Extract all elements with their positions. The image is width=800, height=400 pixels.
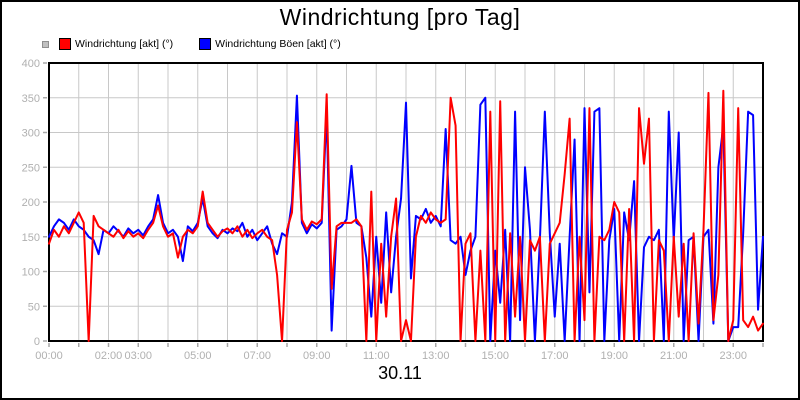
x-tick-label: 23:00 (719, 350, 747, 362)
plot-border (48, 62, 764, 342)
x-tick-label: 00:00 (35, 350, 63, 362)
x-tick-label: 11:00 (363, 350, 390, 362)
legend-handle-icon (42, 40, 49, 48)
y-tick-label: 300 (22, 128, 40, 140)
axis-ticks (43, 62, 764, 347)
legend-label-windrichtung-boen: Windrichtung Böen [akt] (°) (215, 38, 341, 50)
x-tick-label: 19:00 (600, 350, 628, 362)
x-tick-label: 17:00 (541, 350, 569, 362)
series-line-windrichtung-akt (48, 89, 764, 342)
chart-title: Windrichtung [pro Tag] (279, 4, 521, 30)
legend-swatch-red-icon (59, 38, 71, 50)
legend-label-windrichtung-akt: Windrichtung [akt] (°) (75, 38, 174, 50)
x-tick-label: 15:00 (481, 350, 509, 362)
y-tick-label: 350 (22, 93, 40, 105)
legend: Windrichtung [akt] (°) Windrichtung Böen… (42, 38, 367, 50)
y-tick-label: 250 (22, 162, 40, 174)
y-tick-label: 100 (22, 267, 40, 279)
legend-item-windrichtung-akt: Windrichtung [akt] (°) (59, 38, 173, 50)
series-line-windrichtung-boen (48, 94, 764, 342)
x-axis-date-label: 30.11 (378, 363, 422, 383)
x-tick-label: 02:00 (95, 350, 123, 362)
axis-tick-labels: 0 50 100 150 200 250 300 350 400 00:00 02:00 03:00 0… (22, 58, 747, 362)
x-tick-label: 07:00 (243, 350, 271, 362)
legend-swatch-blue-icon (199, 38, 212, 50)
y-tick-label: 150 (22, 232, 40, 244)
y-tick-label: 0 (34, 336, 40, 348)
y-tick-label: 50 (28, 301, 40, 313)
legend-item-windrichtung-boen: Windrichtung Böen [akt] (°) (199, 38, 341, 50)
x-tick-label: 21:00 (660, 350, 688, 362)
y-tick-label: 400 (22, 58, 40, 70)
x-tick-label: 09:00 (303, 350, 331, 362)
x-tick-label: 03:00 (124, 350, 152, 362)
x-tick-label: 05:00 (184, 350, 212, 362)
y-tick-label: 200 (22, 197, 40, 209)
x-tick-label: 13:00 (422, 350, 450, 362)
